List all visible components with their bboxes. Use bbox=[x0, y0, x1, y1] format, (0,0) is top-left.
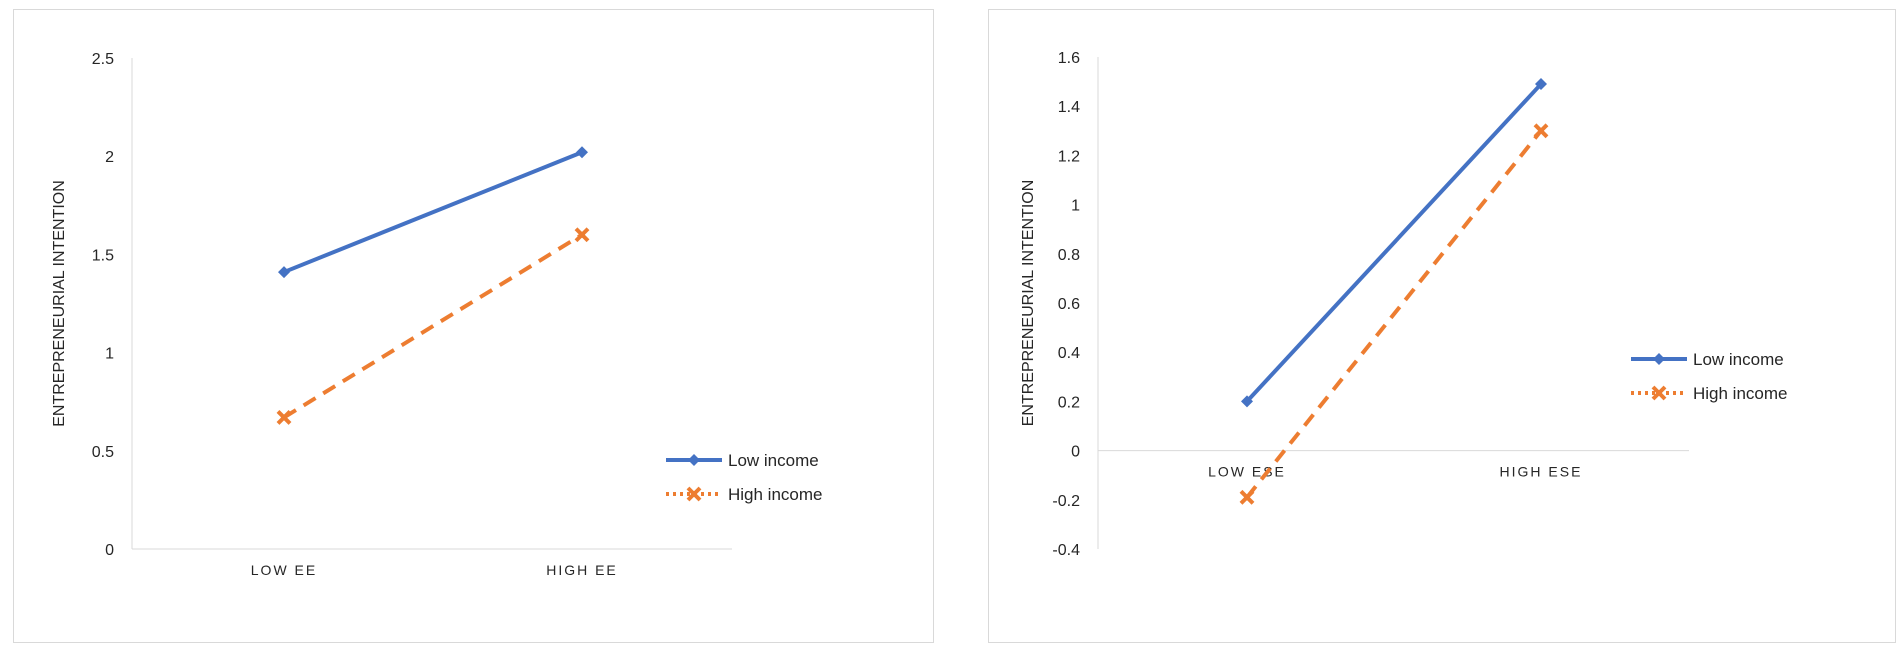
legend-marker-high-income bbox=[1651, 385, 1667, 401]
chart-ese-svg: -0.4 -0.2 0 0.2 0.4 0.6 0.8 1 1.2 1.4 1.6 LOW ESE HI… bbox=[1020, 50, 1788, 559]
series-line-high-income bbox=[1245, 129, 1543, 499]
y-tick-label: 0.6 bbox=[1058, 296, 1080, 313]
data-point-low-income bbox=[1535, 78, 1547, 91]
y-tick-label: 1.2 bbox=[1058, 148, 1080, 165]
y-tick-label: 0 bbox=[1071, 444, 1080, 461]
y-tick-label: 2.5 bbox=[92, 51, 114, 68]
legend-label: High income bbox=[728, 485, 823, 504]
data-point-high-income bbox=[1533, 123, 1549, 139]
x-category-label: HIGH ESE bbox=[1500, 464, 1583, 480]
data-point-low-income bbox=[278, 266, 290, 279]
chart-panel-ee: 0 0.5 1 1.5 2 2.5 LOW EE HIGH EE ENTREPRENEURIAL… bbox=[13, 9, 934, 643]
y-tick-label: 0.4 bbox=[1058, 345, 1080, 362]
legend-label: High income bbox=[1693, 384, 1788, 403]
y-tick-label: 0.2 bbox=[1058, 394, 1080, 411]
y-tick-label: 1.5 bbox=[92, 247, 114, 264]
y-axis-title: ENTREPRENEURIAL INTENTION bbox=[1020, 180, 1037, 427]
data-point-high-income bbox=[1239, 489, 1255, 505]
y-tick-label: 1 bbox=[1071, 198, 1080, 215]
y-tick-label: 0 bbox=[105, 542, 114, 559]
chart-panel-ese: -0.4 -0.2 0 0.2 0.4 0.6 0.8 1 1.2 1.4 1.6 LOW ESE HI… bbox=[988, 9, 1896, 643]
series-line-low-income bbox=[1245, 82, 1543, 403]
x-category-label: LOW EE bbox=[251, 562, 317, 578]
data-point-low-income bbox=[1241, 395, 1253, 408]
data-point-low-income bbox=[576, 146, 588, 159]
y-axis-title: ENTREPRENEURIAL INTENTION bbox=[51, 180, 68, 427]
y-tick-label: -0.2 bbox=[1052, 493, 1080, 510]
legend-marker-low-income bbox=[1653, 353, 1665, 365]
data-point-high-income bbox=[574, 227, 590, 243]
data-point-high-income bbox=[276, 409, 292, 425]
x-category-label: LOW ESE bbox=[1208, 464, 1286, 480]
legend-label: Low income bbox=[728, 451, 819, 470]
legend-label: Low income bbox=[1693, 350, 1784, 369]
y-tick-label: 0.5 bbox=[92, 444, 114, 461]
y-tick-label: -0.4 bbox=[1052, 542, 1080, 559]
y-tick-label: 1 bbox=[105, 346, 114, 363]
chart-ee-svg: 0 0.5 1 1.5 2 2.5 LOW EE HIGH EE ENTREPRENEURIAL… bbox=[51, 51, 823, 578]
series-line-low-income bbox=[283, 150, 583, 274]
legend-marker-high-income bbox=[686, 486, 702, 502]
series-line-high-income bbox=[282, 233, 584, 420]
legend-marker-low-income bbox=[688, 454, 700, 466]
y-tick-label: 1.6 bbox=[1058, 50, 1080, 67]
y-tick-label: 1.4 bbox=[1058, 99, 1080, 116]
x-category-label: HIGH EE bbox=[546, 562, 618, 578]
y-tick-label: 2 bbox=[105, 149, 114, 166]
y-tick-label: 0.8 bbox=[1058, 247, 1080, 264]
